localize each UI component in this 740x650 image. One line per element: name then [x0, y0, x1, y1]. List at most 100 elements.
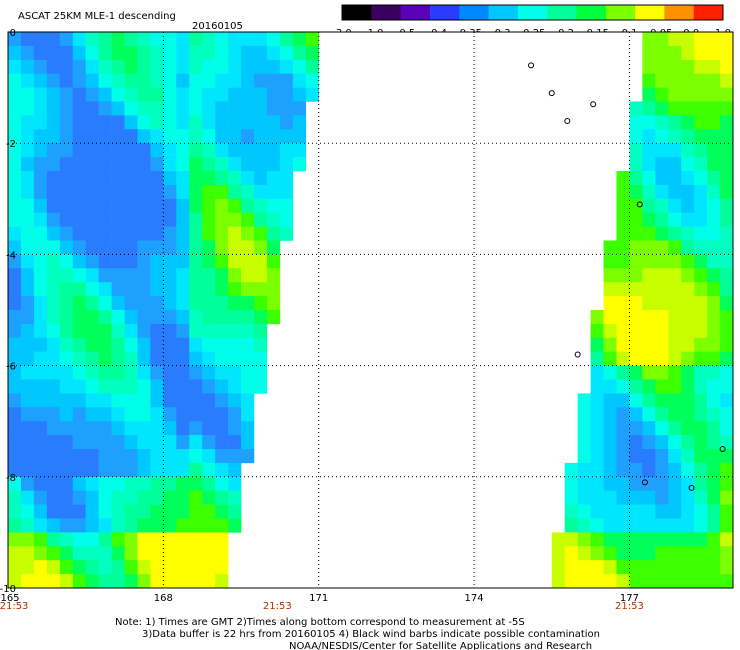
time-labels: 21:53 21:53 21:53: [0, 601, 644, 612]
data-cell: [189, 435, 203, 450]
data-cell: [292, 73, 307, 88]
data-cell: [98, 32, 112, 47]
data-cell: [111, 379, 125, 394]
data-cell: [189, 393, 203, 408]
data-cell: [111, 476, 125, 491]
data-cell: [8, 171, 22, 186]
data-cell: [137, 73, 151, 88]
data-cell: [266, 157, 281, 172]
data-cell: [681, 518, 695, 533]
data-cell: [642, 323, 656, 339]
data-cell: [228, 379, 242, 394]
data-cell: [681, 323, 695, 339]
data-cell: [150, 532, 164, 547]
data-cell: [33, 87, 48, 102]
data-cell: [202, 240, 216, 255]
data-cell: [668, 143, 682, 158]
data-cell: [20, 532, 35, 547]
data-cell: [668, 407, 682, 422]
data-cell: [694, 282, 708, 297]
data-cell: [228, 32, 242, 47]
data-cell: [98, 240, 112, 255]
data-cell: [655, 254, 669, 269]
data-cell: [124, 157, 138, 172]
data-cell: [111, 101, 125, 116]
data-cell: [8, 393, 22, 408]
data-cell: [46, 365, 61, 380]
data-cell: [8, 365, 22, 380]
data-cell: [176, 73, 190, 88]
data-cell: [85, 435, 99, 450]
data-cell: [616, 435, 630, 450]
data-cell: [150, 421, 164, 436]
data-cell: [98, 73, 112, 88]
data-cell: [694, 212, 708, 227]
data-cell: [150, 504, 164, 519]
data-cell: [202, 337, 216, 352]
data-cell: [59, 184, 74, 200]
data-cell: [694, 101, 708, 116]
data-cell: [33, 32, 48, 47]
data-cell: [707, 504, 721, 519]
data-cell: [603, 254, 617, 269]
data-cell: [85, 212, 99, 227]
data-cell: [20, 101, 35, 116]
data-cell: [668, 351, 682, 366]
data-cell: [603, 435, 617, 450]
data-cell: [150, 32, 164, 47]
data-cell: [176, 435, 190, 450]
data-cell: [720, 171, 734, 186]
data-cell: [137, 421, 151, 436]
data-cell: [46, 198, 61, 213]
data-cell: [655, 310, 669, 325]
data-cell: [292, 32, 307, 47]
data-cell: [8, 45, 22, 61]
data-cell: [202, 226, 216, 241]
data-cell: [241, 379, 255, 394]
data-cell: [98, 490, 112, 505]
data-cell: [20, 129, 35, 144]
data-cell: [694, 296, 708, 311]
data-cell: [46, 296, 61, 311]
data-cell: [46, 560, 61, 575]
data-cell: [176, 240, 190, 255]
data-cell: [124, 143, 138, 158]
data-cell: [655, 268, 669, 283]
data-cell: [694, 449, 708, 464]
data-cell: [8, 198, 22, 213]
data-cell: [241, 407, 255, 422]
data-cell: [241, 449, 255, 464]
data-cell: [46, 337, 61, 352]
data-cell: [33, 407, 48, 422]
data-cell: [668, 574, 682, 589]
data-cell: [694, 323, 708, 339]
data-cell: [720, 184, 734, 200]
data-cell: [46, 407, 61, 422]
data-cell: [20, 59, 35, 74]
data-cell: [228, 157, 242, 172]
data-cell: [8, 337, 22, 352]
data-cell: [111, 240, 125, 255]
data-cell: [228, 59, 242, 74]
data-cell: [642, 421, 656, 436]
data-cell: [46, 87, 61, 102]
data-cell: [46, 184, 61, 200]
data-cell: [279, 143, 294, 158]
data-cell: [629, 449, 643, 464]
data-cell: [202, 379, 216, 394]
data-cell: [124, 101, 138, 116]
data-cell: [176, 184, 190, 200]
time-label: 21:53: [615, 601, 644, 612]
data-cell: [616, 393, 630, 408]
data-cell: [720, 365, 734, 380]
data-cell: [707, 337, 721, 352]
data-cell: [681, 212, 695, 227]
data-cell: [150, 115, 164, 130]
data-cell: [72, 73, 86, 88]
data-cell: [228, 365, 242, 380]
data-cell: [46, 129, 61, 144]
data-cell: [72, 296, 86, 311]
data-cell: [46, 449, 61, 464]
data-cell: [629, 184, 643, 200]
data-cell: [98, 226, 112, 241]
